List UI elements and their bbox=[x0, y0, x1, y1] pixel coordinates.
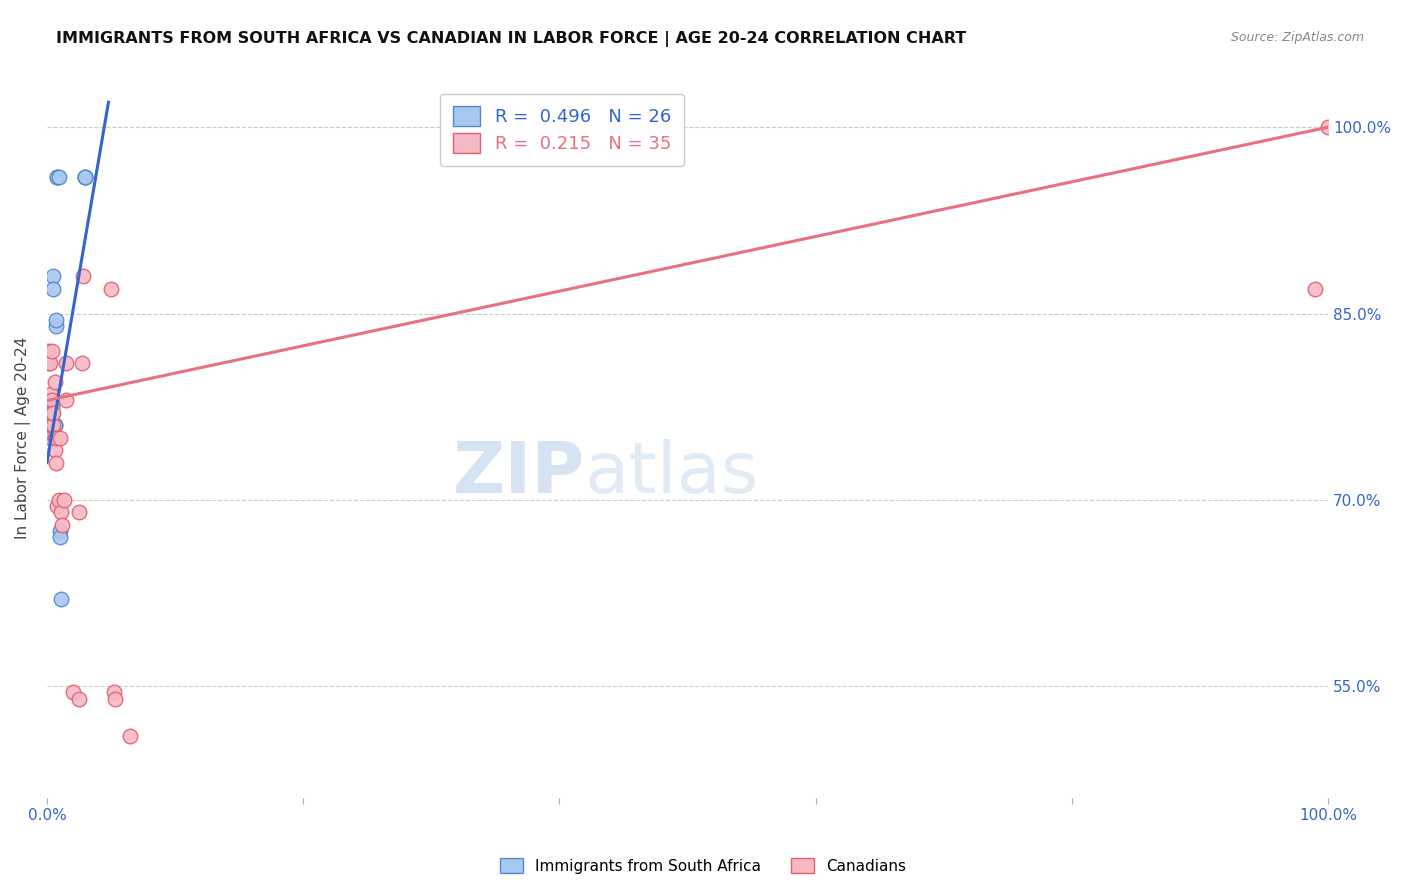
Point bbox=[42, 282, 65, 296]
Point bbox=[44, 375, 66, 389]
Point bbox=[39, 387, 62, 401]
Legend: R =  0.496   N = 26, R =  0.215   N = 35: R = 0.496 N = 26, R = 0.215 N = 35 bbox=[440, 94, 683, 166]
Point bbox=[49, 592, 72, 607]
Point bbox=[51, 517, 73, 532]
Point bbox=[39, 431, 62, 445]
Point bbox=[55, 393, 77, 408]
Point bbox=[37, 356, 59, 370]
Point bbox=[42, 269, 65, 284]
Point bbox=[38, 418, 60, 433]
Point bbox=[44, 418, 66, 433]
Point bbox=[41, 400, 63, 414]
Point bbox=[49, 431, 72, 445]
Text: IMMIGRANTS FROM SOUTH AFRICA VS CANADIAN IN LABOR FORCE | AGE 20-24 CORRELATION : IMMIGRANTS FROM SOUTH AFRICA VS CANADIAN… bbox=[56, 31, 966, 47]
Point bbox=[42, 418, 65, 433]
Point bbox=[75, 169, 97, 184]
Point bbox=[38, 393, 60, 408]
Point bbox=[46, 169, 69, 184]
Point bbox=[70, 356, 93, 370]
Point bbox=[45, 456, 67, 470]
Text: atlas: atlas bbox=[585, 439, 759, 508]
Point bbox=[48, 169, 70, 184]
Point bbox=[45, 318, 67, 333]
Point bbox=[48, 492, 70, 507]
Point bbox=[46, 169, 69, 184]
Point bbox=[75, 169, 97, 184]
Point bbox=[52, 492, 75, 507]
Point bbox=[44, 418, 66, 433]
Point bbox=[72, 269, 94, 284]
Point bbox=[103, 685, 125, 699]
Point bbox=[120, 729, 142, 743]
Point bbox=[44, 431, 66, 445]
Point bbox=[1317, 120, 1340, 135]
Point bbox=[67, 505, 90, 519]
Point bbox=[45, 312, 67, 326]
Point bbox=[67, 691, 90, 706]
Point bbox=[1305, 282, 1327, 296]
Point bbox=[39, 425, 62, 439]
Point bbox=[49, 530, 72, 544]
Text: Source: ZipAtlas.com: Source: ZipAtlas.com bbox=[1230, 31, 1364, 45]
Point bbox=[39, 418, 62, 433]
Point bbox=[100, 282, 122, 296]
Point bbox=[49, 524, 72, 538]
Text: ZIP: ZIP bbox=[453, 439, 585, 508]
Point bbox=[46, 499, 69, 513]
Point bbox=[45, 431, 67, 445]
Point bbox=[62, 685, 84, 699]
Point bbox=[38, 356, 60, 370]
Point bbox=[38, 406, 60, 420]
Point bbox=[41, 406, 63, 420]
Point bbox=[41, 406, 63, 420]
Point bbox=[41, 393, 63, 408]
Point bbox=[55, 356, 77, 370]
Point bbox=[37, 406, 59, 420]
Y-axis label: In Labor Force | Age 20-24: In Labor Force | Age 20-24 bbox=[15, 336, 31, 539]
Point bbox=[37, 400, 59, 414]
Point bbox=[42, 406, 65, 420]
Legend: Immigrants from South Africa, Canadians: Immigrants from South Africa, Canadians bbox=[494, 852, 912, 880]
Point bbox=[38, 412, 60, 426]
Point bbox=[41, 418, 63, 433]
Point bbox=[49, 505, 72, 519]
Point bbox=[75, 169, 97, 184]
Point bbox=[41, 343, 63, 358]
Point bbox=[104, 691, 127, 706]
Point bbox=[37, 343, 59, 358]
Point bbox=[44, 443, 66, 458]
Point bbox=[39, 418, 62, 433]
